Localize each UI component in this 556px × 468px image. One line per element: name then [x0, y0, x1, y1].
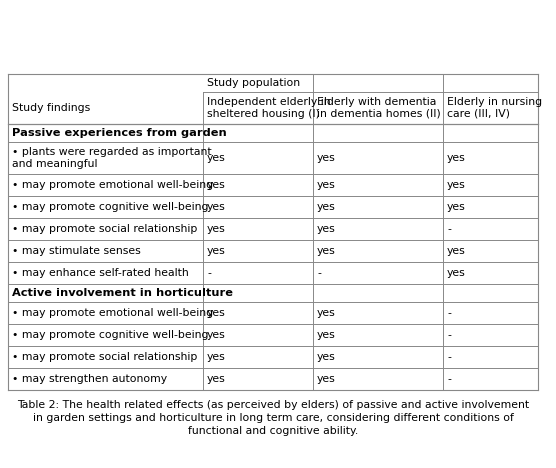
- Text: yes: yes: [447, 180, 466, 190]
- Text: -: -: [207, 268, 211, 278]
- Text: • may promote cognitive well-being: • may promote cognitive well-being: [12, 330, 208, 340]
- Text: yes: yes: [447, 246, 466, 256]
- Text: yes: yes: [447, 268, 466, 278]
- Text: yes: yes: [207, 308, 226, 318]
- Text: -: -: [317, 268, 321, 278]
- Text: yes: yes: [317, 308, 336, 318]
- Text: yes: yes: [447, 153, 466, 163]
- Text: • may strengthen autonomy: • may strengthen autonomy: [12, 374, 167, 384]
- Text: yes: yes: [317, 352, 336, 362]
- Text: yes: yes: [317, 224, 336, 234]
- Text: • may promote cognitive well-being: • may promote cognitive well-being: [12, 202, 208, 212]
- Text: • may enhance self-rated health: • may enhance self-rated health: [12, 268, 188, 278]
- Text: • may promote emotional well-being: • may promote emotional well-being: [12, 180, 213, 190]
- Text: • may promote social relationship: • may promote social relationship: [12, 224, 197, 234]
- Text: in garden settings and horticulture in long term care, considering different con: in garden settings and horticulture in l…: [33, 413, 513, 423]
- Text: yes: yes: [317, 202, 336, 212]
- Text: yes: yes: [207, 224, 226, 234]
- Text: functional and cognitive ability.: functional and cognitive ability.: [188, 426, 358, 436]
- Text: yes: yes: [207, 202, 226, 212]
- Text: yes: yes: [317, 246, 336, 256]
- Text: Table 2: The health related effects (as perceived by elders) of passive and acti: Table 2: The health related effects (as …: [17, 400, 529, 410]
- Text: -: -: [447, 374, 451, 384]
- Text: • may stimulate senses: • may stimulate senses: [12, 246, 141, 256]
- Text: Elderly with dementia
in dementia homes (II): Elderly with dementia in dementia homes …: [317, 97, 441, 119]
- Text: yes: yes: [317, 374, 336, 384]
- Text: yes: yes: [207, 352, 226, 362]
- Text: • plants were regarded as important
and meaningful: • plants were regarded as important and …: [12, 147, 212, 169]
- Text: yes: yes: [317, 180, 336, 190]
- Text: Elderly in nursing
care (III, IV): Elderly in nursing care (III, IV): [447, 97, 542, 119]
- Text: yes: yes: [207, 374, 226, 384]
- Text: yes: yes: [207, 180, 226, 190]
- Text: -: -: [447, 330, 451, 340]
- Text: yes: yes: [207, 246, 226, 256]
- Text: • may promote social relationship: • may promote social relationship: [12, 352, 197, 362]
- Text: • may promote emotional well-being: • may promote emotional well-being: [12, 308, 213, 318]
- Text: -: -: [447, 308, 451, 318]
- Text: Study findings: Study findings: [12, 103, 90, 113]
- Text: Independent elderly in
sheltered housing (I): Independent elderly in sheltered housing…: [207, 97, 331, 119]
- Text: Passive experiences from garden: Passive experiences from garden: [12, 128, 227, 138]
- Text: Study population: Study population: [207, 78, 300, 88]
- Text: yes: yes: [207, 153, 226, 163]
- Text: -: -: [447, 224, 451, 234]
- Text: yes: yes: [317, 153, 336, 163]
- Text: yes: yes: [207, 330, 226, 340]
- Text: -: -: [447, 352, 451, 362]
- Text: yes: yes: [447, 202, 466, 212]
- Text: yes: yes: [317, 330, 336, 340]
- Text: Active involvement in horticulture: Active involvement in horticulture: [12, 288, 233, 298]
